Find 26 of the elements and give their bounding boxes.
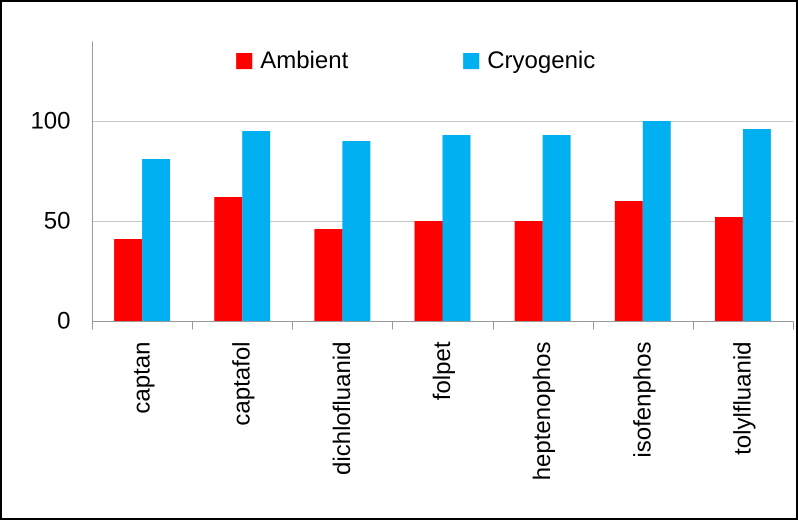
bar [614,201,643,321]
bar [142,159,170,321]
x-tick-label: captan [128,342,156,414]
y-tick-label: 50 [44,208,70,234]
bar [214,197,242,321]
y-tick-label: 0 [57,308,70,334]
bar [714,217,743,321]
bar [442,135,470,321]
x-tick-label: folpet [429,341,456,400]
x-tick-label: tolylfluanid [729,342,756,455]
bar [514,221,543,321]
y-tick-label: 100 [30,108,70,134]
bar [242,131,270,321]
bar [642,121,671,321]
x-tick-label: dichlofluanid [328,342,356,475]
x-tick-label: isofenphos [629,342,656,458]
bar [342,141,370,321]
x-tick-label: heptenophos [529,342,556,480]
bar [314,229,342,321]
x-tick-label: captafol [228,342,256,426]
legend-label: Cryogenic [487,47,596,74]
bar [414,221,442,321]
legend-label: Ambient [260,47,349,74]
bar [742,129,771,321]
bar [542,135,571,321]
bar [114,239,142,321]
